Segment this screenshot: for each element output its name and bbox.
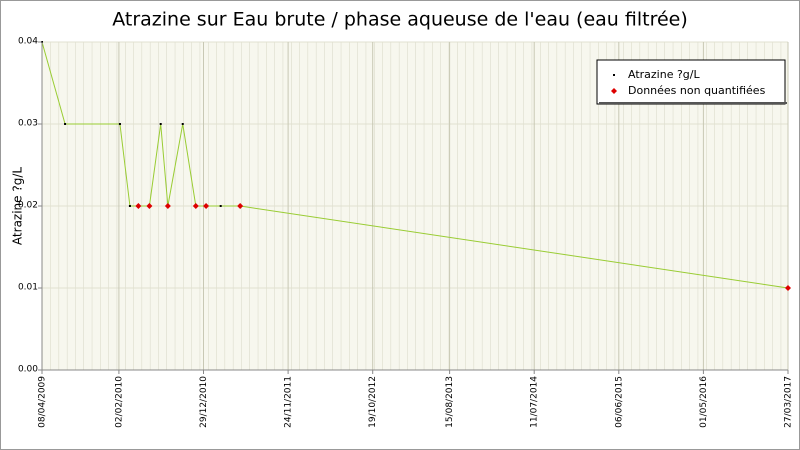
x-tick-label: 02/02/2010 (114, 376, 124, 428)
x-tick-label: 27/03/2017 (784, 376, 794, 428)
x-tick-label: 24/11/2011 (284, 376, 294, 428)
data-point (128, 205, 131, 207)
y-tick-label: 0.00 (18, 365, 38, 375)
legend-shadow (599, 102, 787, 104)
data-point (181, 123, 184, 125)
y-tick-label: 0.01 (18, 283, 38, 293)
data-point-unquantified (203, 203, 210, 209)
x-tick-label: 29/12/2010 (199, 376, 209, 428)
data-point-unquantified (237, 203, 244, 209)
data-point (159, 123, 162, 125)
data-point-unquantified (164, 203, 171, 209)
data-point (118, 123, 121, 125)
x-tick-label: 01/05/2016 (699, 376, 709, 428)
data-point-unquantified (785, 285, 791, 291)
data-point (64, 123, 67, 125)
x-tick-label: 11/07/2014 (530, 376, 540, 428)
chart-title: Atrazine sur Eau brute / phase aqueuse d… (112, 9, 688, 31)
legend-label: Données non quantifiées (628, 84, 766, 97)
x-tick-label: 15/08/2013 (445, 376, 455, 428)
y-tick-label: 0.02 (18, 201, 38, 211)
legend-marker (613, 74, 615, 76)
data-point-unquantified (135, 203, 142, 209)
x-tick-label: 06/06/2015 (614, 376, 624, 428)
legend-marker (611, 88, 617, 94)
y-tick-label: 0.03 (18, 119, 38, 129)
y-axis-title: Atrazine ?g/L (11, 167, 25, 245)
x-tick-label: 08/04/2009 (38, 376, 48, 428)
data-point (219, 205, 222, 207)
data-line (41, 41, 789, 289)
data-point-unquantified (146, 203, 153, 209)
data-point-unquantified (192, 203, 199, 209)
legend-label: Atrazine ?g/L (628, 68, 701, 81)
x-tick-label: 19/10/2012 (368, 376, 378, 428)
legend-box (596, 59, 786, 105)
y-tick-label: 0.04 (18, 37, 38, 47)
